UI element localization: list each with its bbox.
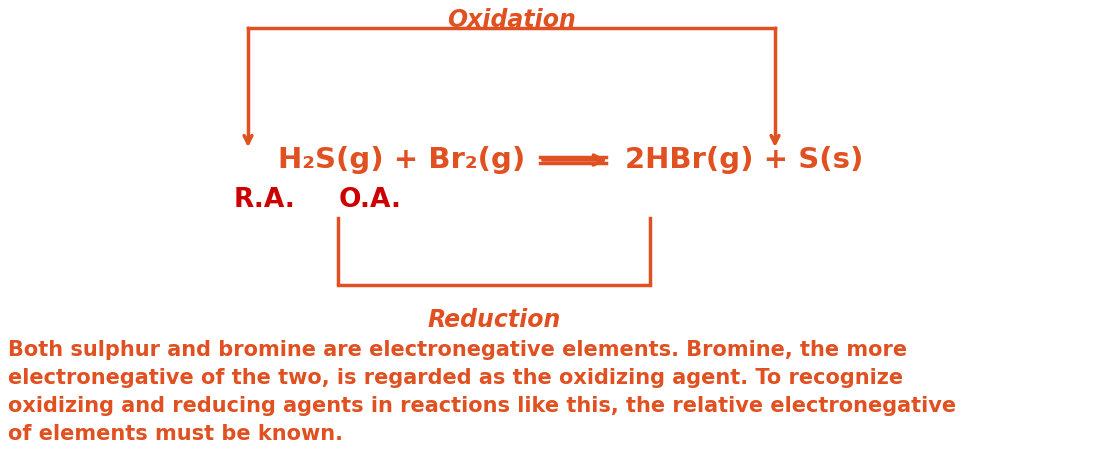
Text: R.A.: R.A. <box>234 187 296 213</box>
Text: Oxidation: Oxidation <box>447 8 575 32</box>
Text: electronegative of the two, is regarded as the oxidizing agent. To recognize: electronegative of the two, is regarded … <box>8 368 903 388</box>
Text: Both sulphur and bromine are electronegative elements. Bromine, the more: Both sulphur and bromine are electronega… <box>8 340 907 360</box>
Text: H₂S(g) + Br₂(g): H₂S(g) + Br₂(g) <box>278 146 526 174</box>
Text: O.A.: O.A. <box>339 187 401 213</box>
Text: Reduction: Reduction <box>428 308 561 332</box>
Text: 2HBr(g) + S(s): 2HBr(g) + S(s) <box>625 146 863 174</box>
Text: oxidizing and reducing agents in reactions like this, the relative electronegati: oxidizing and reducing agents in reactio… <box>8 396 957 416</box>
Text: of elements must be known.: of elements must be known. <box>8 424 343 444</box>
